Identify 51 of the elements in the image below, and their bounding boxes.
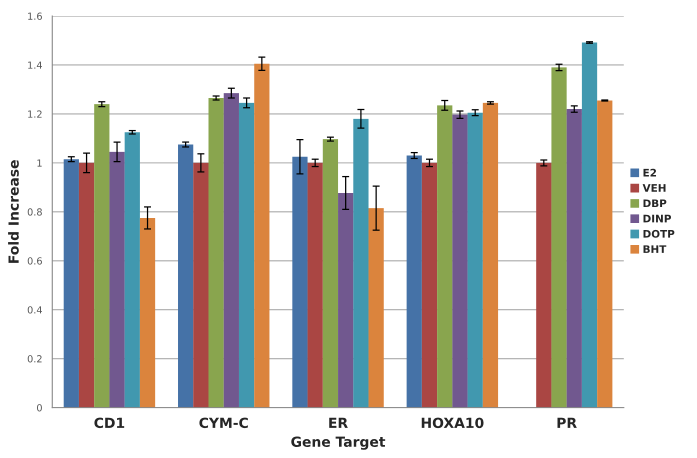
bar [254,64,270,408]
bar [582,42,598,408]
x-tick-label: CD1 [94,418,124,428]
legend-label: E2 [644,168,656,176]
bar [338,192,354,408]
legend-label: VEH [642,184,666,192]
bar [193,162,208,408]
bar [208,98,224,408]
bar [551,67,567,408]
x-tick-label: ER [329,418,348,428]
bar [224,93,239,408]
legend-label: BHT [644,245,666,253]
y-tick-label: 0.6 [28,257,42,265]
bar [94,104,110,408]
bar [482,102,498,408]
bar [452,114,468,408]
x-tick-label: PR [558,418,577,428]
y-tick-label: 1.6 [28,12,42,20]
x-tick-label: CYM-C [199,418,248,428]
legend-label: DOTP [644,230,674,238]
bar [238,102,254,408]
y-tick-label: 1.4 [28,62,42,69]
bar [322,139,338,408]
bar [78,162,94,408]
x-tick-label: HOXA10 [422,418,484,428]
bar [422,162,438,408]
bar [64,159,79,408]
y-tick-label: 0 [37,404,42,412]
bar [292,156,308,408]
bar [308,162,323,408]
y-tick-label: 0.4 [28,306,42,314]
y-tick-label: 1.2 [28,110,42,118]
bar [566,109,582,408]
bar [437,105,452,408]
bar [536,162,552,408]
bar [468,112,483,408]
bar [368,208,384,408]
legend-label: DBP [644,199,666,208]
bar [353,118,369,408]
bar [140,218,156,408]
y-tick-label: 0.8 [28,208,42,216]
bar [109,152,125,408]
y-axis-title: Fold Increase [8,160,19,263]
bar [178,144,194,408]
bar [124,132,140,408]
y-tick-label: 0.2 [28,355,42,363]
legend-label: DINP [644,214,672,222]
x-axis-title: Gene Target [291,436,386,450]
bar [597,100,612,408]
y-tick-label: 1 [37,159,42,167]
bar [406,156,422,408]
